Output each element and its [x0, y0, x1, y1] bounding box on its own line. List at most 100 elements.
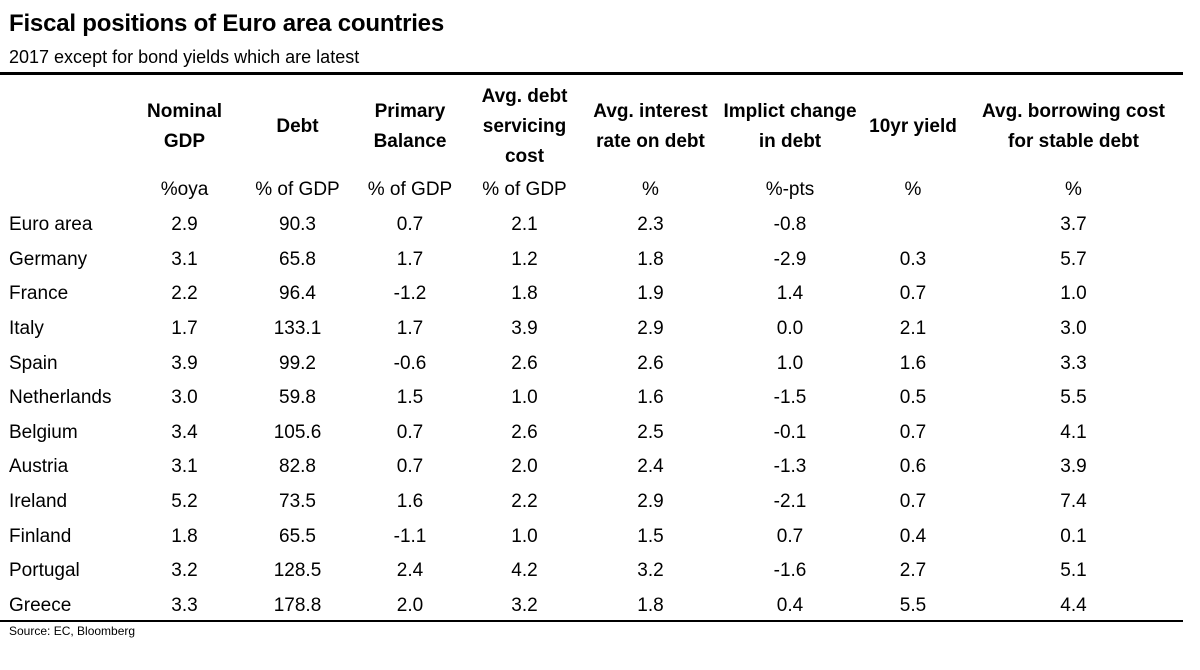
value-cell-borrowing: 1.0: [1060, 283, 1087, 305]
column-header-interest: Avg. interest rate on debt: [583, 82, 718, 172]
value-cell-servicing: 2.1: [511, 214, 538, 236]
value-cell-servicing: 1.0: [511, 387, 538, 409]
value-cell-interest: 1.5: [637, 525, 664, 547]
table-row: Spain 3.9 99.2 -0.6 2.6 2.6 1.0 1.6 3.3: [0, 346, 1183, 381]
value-cell-interest: 2.4: [637, 456, 664, 478]
country-cell: France: [9, 283, 69, 305]
table-row: Belgium 3.4 105.6 0.7 2.6 2.5 -0.1 0.7 4.1: [0, 416, 1183, 451]
value-cell-servicing: 1.8: [511, 283, 538, 305]
column-header-yield: 10yr yield: [862, 82, 964, 172]
units-row: %oya % of GDP % of GDP % of GDP% %-pts%%: [0, 172, 1183, 208]
value-cell-primary: -1.2: [393, 283, 427, 305]
value-cell-change: -0.1: [773, 421, 807, 443]
value-cell-change: -1.3: [773, 456, 807, 478]
column-header-line: rate on debt: [596, 131, 705, 152]
value-cell-interest: 2.9: [637, 318, 664, 340]
value-cell-gdp: 3.9: [171, 352, 198, 374]
value-cell-interest: 1.9: [637, 283, 664, 305]
value-cell-servicing: 3.9: [511, 318, 538, 340]
value-cell-primary: 2.0: [396, 594, 424, 616]
value-cell-change: 0.7: [776, 525, 804, 547]
value-cell-change: -2.9: [773, 248, 807, 270]
value-cell-debt: 65.5: [279, 525, 316, 547]
header-corner: [0, 82, 128, 172]
value-cell-yield: 0.7: [899, 283, 927, 305]
value-cell-change: -2.1: [773, 491, 807, 513]
value-cell-debt: 65.8: [279, 248, 316, 270]
value-cell-borrowing: 4.1: [1060, 421, 1087, 443]
page-subtitle: 2017 except for bond yields which are la…: [9, 47, 360, 67]
value-cell-gdp: 3.0: [171, 387, 198, 409]
value-cell-debt: 99.2: [279, 352, 316, 374]
column-header-debt: Debt: [241, 82, 354, 172]
column-header-gdp: Nominal GDP: [128, 82, 241, 172]
value-cell-interest: 1.8: [637, 594, 664, 616]
value-cell-borrowing: 3.3: [1060, 352, 1087, 374]
header-row: Nominal GDP Debt Primary Balance Avg. debt ser…: [0, 82, 1183, 172]
value-cell-debt: 73.5: [279, 491, 316, 513]
column-unit-debt: % of GDP: [255, 179, 340, 200]
value-cell-primary: 0.7: [396, 214, 424, 236]
column-header-line: Avg. debt: [481, 86, 568, 107]
country-cell: Netherlands: [9, 387, 112, 409]
value-cell-debt: 128.5: [273, 560, 322, 582]
value-cell-primary: 0.7: [396, 456, 424, 478]
value-cell-primary: -0.6: [393, 352, 427, 374]
value-cell-primary: 1.5: [396, 387, 424, 409]
column-header-line: cost: [504, 146, 545, 167]
table-row: Germany 3.1 65.8 1.7 1.2 1.8 -2.9 0.3 5.7: [0, 243, 1183, 278]
value-cell-borrowing: 5.7: [1060, 248, 1087, 270]
column-header-line: Primary: [374, 101, 446, 122]
table-row: Netherlands 3.0 59.8 1.5 1.0 1.6 -1.5 0.5 5.5: [0, 381, 1183, 416]
value-cell-yield: [862, 208, 964, 243]
column-header-line: in debt: [758, 131, 822, 152]
column-unit-interest: %: [642, 179, 659, 200]
source-note: Source: EC, Bloomberg: [9, 624, 136, 638]
value-cell-servicing: 2.6: [511, 352, 538, 374]
value-cell-yield: 0.4: [899, 525, 927, 547]
column-header-servicing: Avg. debt servicing cost: [466, 82, 583, 172]
table-body: Euro area 2.9 90.3 0.7 2.1 2.3 -0.8 3.7 Germany 3…: [0, 208, 1183, 623]
value-cell-servicing: 2.6: [511, 421, 538, 443]
column-header-line: 10yr yield: [869, 116, 957, 137]
column-header-borrowing: Avg. borrowing cost for stable debt: [964, 82, 1183, 172]
value-cell-servicing: 2.2: [511, 491, 538, 513]
column-unit-servicing: % of GDP: [482, 179, 567, 200]
value-cell-yield: 0.7: [899, 421, 927, 443]
table-row: Euro area 2.9 90.3 0.7 2.1 2.3 -0.8 3.7: [0, 208, 1183, 243]
value-cell-gdp: 3.2: [171, 560, 198, 582]
bottom-rule: [0, 620, 1183, 622]
units-corner: [0, 172, 128, 208]
column-unit-yield: %: [904, 179, 922, 200]
value-cell-debt: 59.8: [279, 387, 316, 409]
column-header-line: Nominal: [147, 101, 222, 122]
value-cell-servicing: 1.2: [511, 248, 538, 270]
value-cell-servicing: 2.0: [511, 456, 538, 478]
value-cell-interest: 2.6: [637, 352, 664, 374]
value-cell-gdp: 1.8: [171, 525, 198, 547]
value-cell-gdp: 5.2: [171, 491, 198, 513]
value-cell-borrowing: 3.9: [1060, 456, 1087, 478]
column-header-line: GDP: [163, 131, 206, 152]
value-cell-gdp: 3.1: [171, 456, 198, 478]
value-cell-servicing: 3.2: [511, 594, 538, 616]
top-rule: [0, 72, 1183, 75]
column-header-line: Implict change: [723, 101, 857, 122]
table-row: Greece 3.3 178.8 2.0 3.2 1.8 0.4 5.5 4.4: [0, 589, 1183, 624]
value-cell-primary: -1.1: [393, 525, 427, 547]
country-cell: Italy: [9, 318, 44, 340]
value-cell-change: -0.8: [773, 214, 807, 236]
column-header-line: Avg. interest: [593, 101, 708, 122]
country-cell: Belgium: [9, 421, 78, 443]
country-cell: Germany: [9, 248, 88, 270]
value-cell-servicing: 4.2: [511, 560, 538, 582]
value-cell-borrowing: 5.5: [1060, 387, 1087, 409]
value-cell-primary: 1.7: [396, 318, 424, 340]
value-cell-yield: 1.6: [899, 352, 927, 374]
value-cell-gdp: 3.1: [171, 248, 198, 270]
value-cell-interest: 1.8: [637, 248, 664, 270]
value-cell-gdp: 2.2: [171, 283, 198, 305]
value-cell-borrowing: 7.4: [1060, 491, 1087, 513]
table-row: Ireland 5.2 73.5 1.6 2.2 2.9 -2.1 0.7 7.4: [0, 485, 1183, 520]
table-row: Austria 3.1 82.8 0.7 2.0 2.4 -1.3 0.6 3.9: [0, 450, 1183, 485]
